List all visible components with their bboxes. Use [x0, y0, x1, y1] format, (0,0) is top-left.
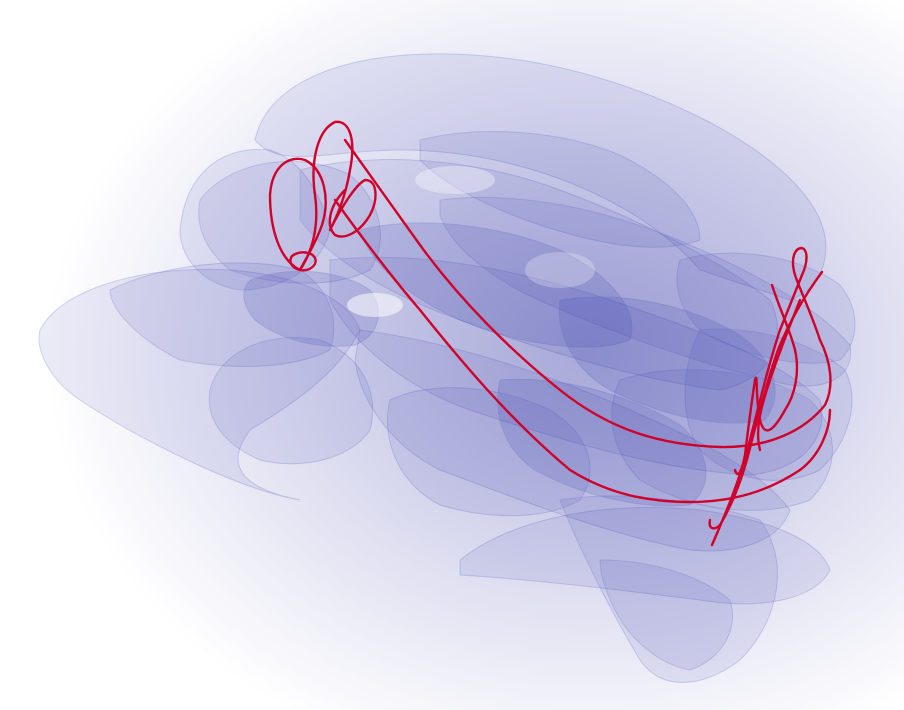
curve-long-arc-lower — [333, 198, 832, 504]
curve-loop-upper-left-2 — [289, 251, 317, 272]
highlight-hole-1 — [347, 293, 403, 317]
curve-right-tangle-1 — [710, 246, 822, 547]
highlight-hole-2 — [415, 166, 495, 194]
highlight-regions — [347, 166, 595, 317]
highlight-hole-3 — [525, 252, 595, 288]
curve-right-tangle-4 — [756, 298, 802, 452]
curve-loop-upper-left — [268, 120, 377, 272]
red-curve — [268, 120, 832, 547]
curve-long-arc-upper — [343, 138, 832, 449]
